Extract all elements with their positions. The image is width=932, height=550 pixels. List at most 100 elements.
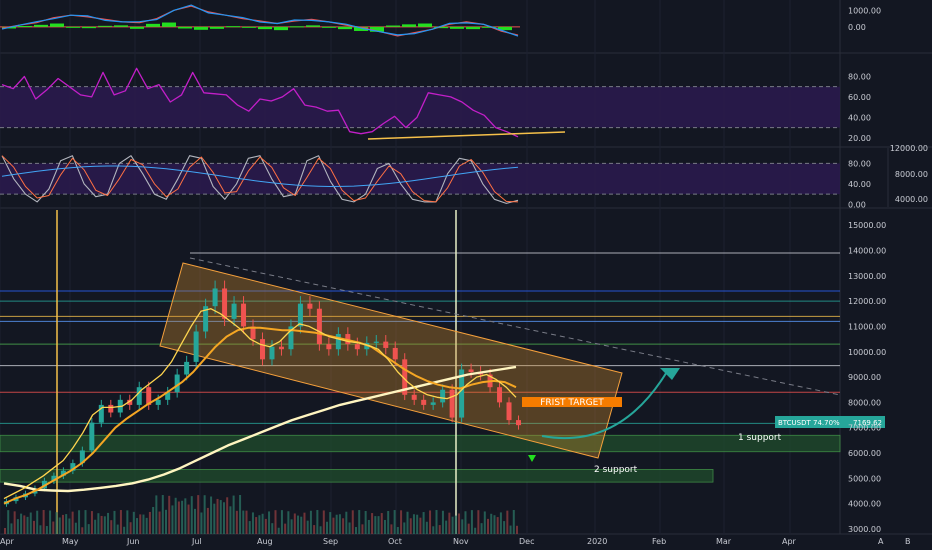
candle-body bbox=[373, 341, 379, 343]
macd-hist-bar bbox=[178, 26, 192, 29]
macd-hist-bar bbox=[146, 23, 160, 27]
y-tick-label: 11000.00 bbox=[848, 322, 886, 331]
candle-body bbox=[79, 450, 85, 464]
chart-panels bbox=[0, 0, 932, 535]
volume-bar bbox=[329, 512, 332, 534]
y-tick-label: 80.00 bbox=[848, 159, 871, 168]
macd-hist-bar bbox=[98, 25, 112, 27]
volume-bar bbox=[351, 510, 354, 534]
volume-bar bbox=[229, 506, 232, 534]
volume-bar bbox=[441, 510, 444, 534]
volume-bar bbox=[477, 510, 480, 534]
candle-body bbox=[136, 387, 142, 405]
macd-hist-bar bbox=[354, 26, 368, 31]
volume-bar bbox=[303, 512, 306, 534]
volume-bar bbox=[71, 511, 74, 534]
volume-bar bbox=[145, 517, 148, 534]
volume-bar bbox=[65, 514, 68, 534]
volume-bar bbox=[213, 503, 216, 534]
volume-bar bbox=[251, 512, 254, 534]
volume-bar bbox=[222, 502, 225, 534]
volume-bar bbox=[451, 516, 454, 534]
x-tick-label: Oct bbox=[388, 537, 402, 546]
candle-body bbox=[203, 306, 209, 332]
x-tick-label: Aug bbox=[257, 537, 273, 546]
volume-bar bbox=[78, 510, 81, 534]
x-tick-label: Mar bbox=[716, 537, 732, 546]
macd-hist-bar bbox=[418, 23, 432, 27]
candle-body bbox=[354, 344, 360, 350]
volume-bar bbox=[358, 510, 361, 534]
volume-bar bbox=[74, 522, 77, 534]
macd-line bbox=[1, 4, 519, 37]
volume-bar bbox=[454, 515, 457, 534]
y-tick-label: 0.00 bbox=[848, 200, 866, 209]
target-badge bbox=[522, 397, 622, 407]
volume-bar bbox=[390, 524, 393, 534]
macd-hist-bar bbox=[194, 26, 208, 30]
volume-bar bbox=[232, 495, 235, 534]
volume-bar bbox=[429, 510, 432, 534]
volume-bar bbox=[158, 511, 161, 534]
candle-body bbox=[250, 326, 256, 340]
candle-body bbox=[155, 399, 161, 405]
volume-bar bbox=[4, 528, 6, 534]
macd-hist-bar bbox=[306, 25, 320, 27]
rsi-line bbox=[1, 67, 519, 138]
x-tick-label: Jun bbox=[126, 537, 140, 546]
volume-bar bbox=[148, 511, 151, 534]
volume-bar bbox=[45, 526, 48, 534]
volume-bar bbox=[393, 510, 396, 534]
y-tick-label: 4000.00 bbox=[848, 500, 881, 509]
macd-hist-bar bbox=[226, 26, 240, 28]
volume-bar bbox=[496, 517, 499, 534]
candle-body bbox=[98, 404, 104, 423]
volume-bar bbox=[348, 522, 351, 534]
candle-body bbox=[174, 374, 180, 393]
volume-bar bbox=[354, 527, 357, 534]
volume-bar bbox=[364, 510, 367, 534]
log-scale-button[interactable]: B bbox=[905, 537, 911, 546]
candle-body bbox=[127, 399, 133, 405]
support-1-label: 1 support bbox=[738, 433, 782, 443]
rsi-trendline bbox=[367, 131, 566, 140]
annotation-overlays: FRIST TARGET 1 support 2 support BTCUSDT 74… bbox=[367, 131, 885, 475]
volume-bar bbox=[319, 526, 322, 534]
volume-bar bbox=[94, 519, 97, 534]
volume-bar bbox=[458, 513, 461, 534]
candle-body bbox=[51, 475, 57, 481]
macd-hist-bar bbox=[338, 26, 352, 30]
x-tick-label: Apr bbox=[782, 537, 797, 546]
candle-body bbox=[60, 470, 66, 476]
volume-bar bbox=[197, 495, 200, 534]
volume-bar bbox=[374, 516, 377, 534]
volume-bar bbox=[313, 525, 316, 534]
volume-bar bbox=[226, 497, 229, 534]
volume-bar bbox=[467, 523, 470, 534]
candle-body bbox=[383, 341, 389, 348]
candle-body bbox=[345, 334, 351, 345]
volume-bar bbox=[412, 514, 415, 534]
volume-bar bbox=[300, 516, 303, 534]
volume-bar bbox=[342, 518, 345, 534]
volume-bar bbox=[190, 496, 193, 534]
volume-bar bbox=[287, 511, 290, 534]
macd-hist-bar bbox=[434, 26, 448, 29]
y-tick-label: 0.00 bbox=[848, 23, 866, 32]
volume-bar bbox=[309, 510, 312, 534]
volume-bar bbox=[509, 525, 512, 534]
macd-hist-bar bbox=[290, 26, 304, 28]
volume-bar bbox=[16, 519, 19, 534]
x-tick-label: Jul bbox=[191, 537, 202, 546]
ema-slow-line bbox=[3, 326, 517, 505]
auto-scale-button[interactable]: A bbox=[878, 537, 884, 546]
volume-bar bbox=[39, 525, 42, 534]
volume-bar bbox=[90, 511, 93, 534]
volume-bar bbox=[335, 514, 338, 534]
y-tick-label: 13000.00 bbox=[848, 272, 886, 281]
volume-bar bbox=[155, 495, 158, 534]
volume-bar bbox=[23, 515, 26, 534]
volume-bar bbox=[293, 513, 296, 534]
volume-bar bbox=[29, 512, 32, 534]
volume-bar bbox=[177, 501, 180, 534]
